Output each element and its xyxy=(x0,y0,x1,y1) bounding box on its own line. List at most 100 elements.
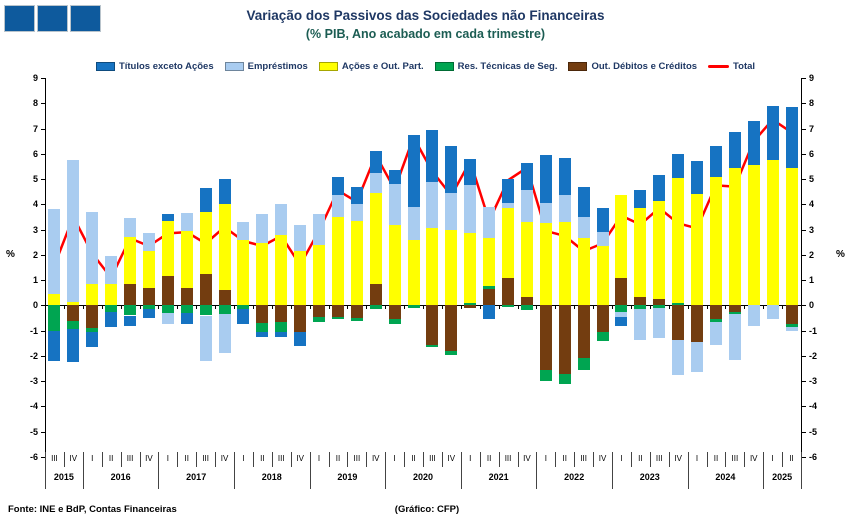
y-tick-label-left: -5 xyxy=(29,426,38,437)
y-tick-label-left: -2 xyxy=(29,350,38,361)
x-quarter-separator xyxy=(574,452,576,467)
y-tick-label-left: -4 xyxy=(29,401,38,412)
y-tick-left xyxy=(41,381,45,383)
x-quarter-separator xyxy=(649,452,651,467)
bar-segment xyxy=(728,314,741,360)
bar-segment xyxy=(766,105,779,161)
bar-segment xyxy=(464,302,477,306)
bar-segment xyxy=(275,305,288,322)
bar-segment xyxy=(256,305,269,324)
x-year-separator xyxy=(45,452,46,489)
bar-segment xyxy=(709,321,722,345)
bar-segment xyxy=(596,232,609,247)
y-tick-label-right: 8 xyxy=(809,98,815,109)
bar-segment xyxy=(426,129,439,182)
bar-segment xyxy=(483,305,496,320)
bar-segment xyxy=(67,329,80,363)
zero-line-tick xyxy=(706,306,708,310)
bar-segment xyxy=(124,315,137,326)
bar-segment xyxy=(86,283,99,306)
bar-segment xyxy=(388,184,401,225)
bar-segment xyxy=(445,305,458,351)
bar-segment xyxy=(388,319,401,325)
x-year-label: 2015 xyxy=(53,472,74,482)
x-quarter-label: III xyxy=(580,454,587,463)
logo-square xyxy=(70,5,101,32)
x-quarter-separator xyxy=(290,452,292,467)
zero-line-tick xyxy=(139,306,141,310)
y-tick-label-right: 5 xyxy=(809,174,815,185)
bar-segment xyxy=(709,319,722,322)
x-quarter-separator xyxy=(630,452,632,467)
bar-segment xyxy=(464,158,477,186)
y-tick-label-left: 8 xyxy=(32,98,38,109)
bar-segment xyxy=(48,294,61,306)
logo-square xyxy=(4,5,35,32)
y-tick-right xyxy=(802,457,806,458)
x-quarter-label: I xyxy=(544,454,547,463)
bar-segment xyxy=(653,299,666,306)
bar-segment xyxy=(634,296,647,306)
bar-segment xyxy=(785,305,798,325)
x-quarter-separator xyxy=(498,452,500,467)
bar-segment xyxy=(275,234,288,306)
x-year-label: 2022 xyxy=(564,472,585,482)
legend-label: Out. Débitos e Créditos xyxy=(591,61,698,72)
bar-segment xyxy=(218,290,231,306)
bar-segment xyxy=(180,312,193,325)
zero-line-tick xyxy=(725,306,727,310)
bar-segment xyxy=(520,222,533,297)
bar-segment xyxy=(653,305,666,308)
bar-segment xyxy=(407,134,420,207)
y-tick-label-left: 0 xyxy=(32,300,38,311)
bar-segment xyxy=(672,153,685,178)
bar-segment xyxy=(407,206,420,240)
x-quarter-label: III xyxy=(655,454,663,463)
bar-segment xyxy=(672,302,685,306)
bar-segment xyxy=(237,239,250,306)
bar-segment xyxy=(785,326,798,331)
chart-subtitle: (% PIB, Ano acabado em cada trimestre) xyxy=(305,27,546,41)
y-tick-left xyxy=(41,254,45,256)
x-quarter-label: I xyxy=(393,454,396,463)
bar-segment xyxy=(142,233,155,252)
x-quarter-label: III xyxy=(202,454,209,463)
x-quarter-label: I xyxy=(166,454,169,463)
bar-segment xyxy=(709,176,722,306)
legend-item: Títulos exceto Ações xyxy=(95,61,214,72)
zero-line xyxy=(45,305,801,307)
x-quarter-label: III xyxy=(51,454,58,463)
x-quarter-separator xyxy=(441,452,443,467)
bar-segment xyxy=(709,146,722,177)
y-tick-right xyxy=(802,381,806,383)
x-quarter-label: II xyxy=(562,454,567,463)
bar-segment xyxy=(331,316,344,320)
bar-segment xyxy=(237,305,250,310)
bar-segment xyxy=(67,305,80,321)
x-quarter-separator xyxy=(366,452,368,467)
bar-segment xyxy=(577,305,590,359)
x-quarter-label: III xyxy=(504,454,512,463)
legend-label: Empréstimos xyxy=(247,61,308,72)
x-year-separator xyxy=(801,452,802,489)
bar-segment xyxy=(634,208,647,297)
legend-label: Total xyxy=(733,61,756,72)
x-quarter-separator xyxy=(782,452,784,467)
bar-segment xyxy=(558,157,571,196)
y-tick-label-left: -1 xyxy=(29,325,38,336)
bar-segment xyxy=(161,312,174,325)
zero-line-tick xyxy=(271,306,273,310)
y-tick-left xyxy=(41,103,45,105)
bar-segment xyxy=(577,186,590,217)
x-quarter-separator xyxy=(668,452,670,467)
zero-line-tick xyxy=(649,306,651,310)
bar-segment xyxy=(218,305,231,315)
bar-segment xyxy=(672,177,685,303)
bar-segment xyxy=(48,330,61,361)
bar-segment xyxy=(558,222,571,306)
bar-segment xyxy=(615,311,628,317)
zero-line-tick xyxy=(517,306,519,310)
bar-segment xyxy=(445,192,458,230)
bar-segment xyxy=(785,107,798,168)
bar-segment xyxy=(388,224,401,306)
